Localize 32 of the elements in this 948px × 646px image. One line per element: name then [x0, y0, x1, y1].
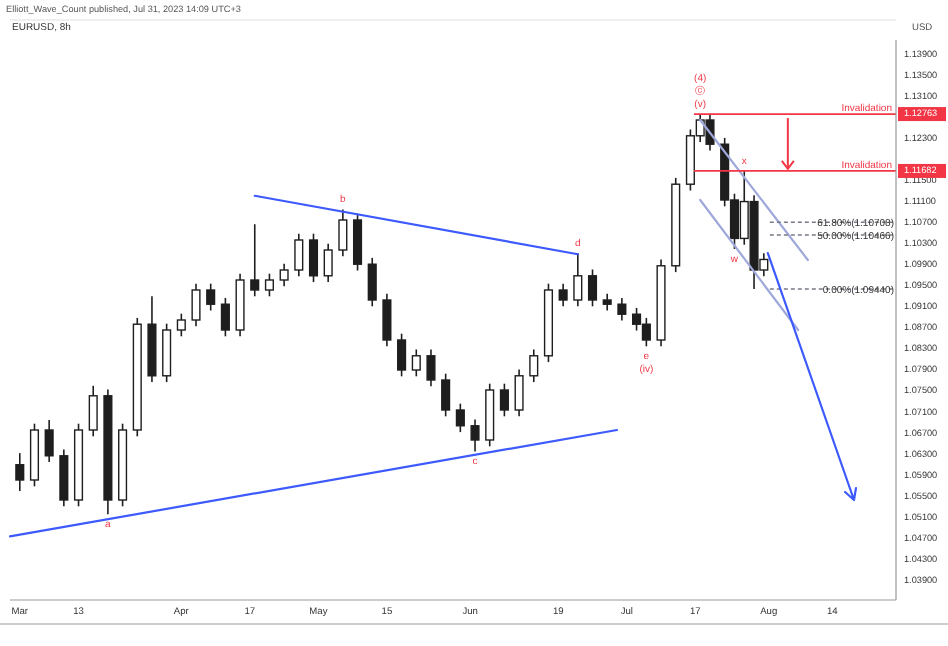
- candlestick: [338, 208, 348, 258]
- candlestick: [470, 418, 480, 453]
- candlestick: [367, 257, 377, 308]
- candlestick: [558, 282, 568, 308]
- candlestick: [411, 348, 421, 378]
- candlestick: [250, 223, 260, 298]
- candlestick: [573, 252, 583, 308]
- candlestick: [162, 322, 172, 383]
- candlestick: [220, 297, 230, 338]
- candlestick: [279, 262, 289, 288]
- candlestick: [426, 348, 436, 388]
- candlestick: [514, 368, 524, 418]
- candlestick: [323, 242, 333, 283]
- candlestick: [88, 384, 98, 438]
- candlestick: [352, 212, 363, 272]
- candlestick: [176, 312, 186, 338]
- candlestick: [206, 282, 216, 312]
- candlestick: [44, 419, 54, 463]
- candlestick: [264, 272, 274, 298]
- candlestick: [59, 448, 69, 508]
- candlestick: [441, 372, 451, 418]
- candlestick: [308, 232, 319, 283]
- candlestick: [529, 348, 539, 383]
- candlestick: [294, 232, 304, 278]
- candlestick: [397, 332, 407, 378]
- candlestick: [382, 292, 392, 348]
- candlestick: [499, 382, 509, 418]
- candlestick: [587, 268, 598, 308]
- candlestick: [191, 282, 201, 328]
- candlestick: [15, 452, 25, 492]
- candlestick: [617, 297, 627, 322]
- candlestick: [455, 402, 465, 433]
